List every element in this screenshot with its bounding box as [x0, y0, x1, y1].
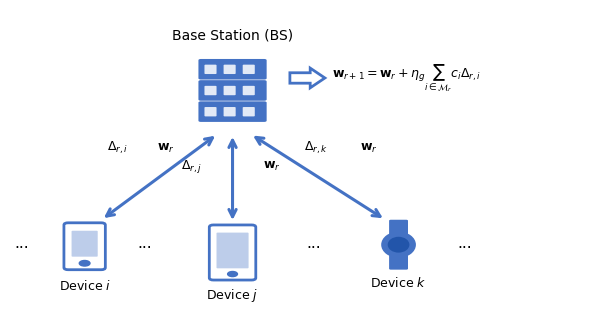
- Text: ...: ...: [458, 236, 472, 251]
- FancyBboxPatch shape: [198, 59, 267, 80]
- Circle shape: [79, 260, 90, 266]
- FancyBboxPatch shape: [243, 86, 255, 95]
- FancyBboxPatch shape: [205, 86, 217, 95]
- FancyBboxPatch shape: [243, 107, 255, 116]
- Text: $\mathbf{w}_{r+1} = \mathbf{w}_r + \eta_g \sum_{i \in \mathcal{M}_r} c_i\Delta_{: $\mathbf{w}_{r+1} = \mathbf{w}_r + \eta_…: [332, 62, 482, 94]
- Text: ...: ...: [14, 236, 28, 251]
- FancyArrowPatch shape: [107, 138, 213, 216]
- Text: $\Delta_{r,i}$: $\Delta_{r,i}$: [107, 140, 128, 156]
- Text: $\Delta_{r,k}$: $\Delta_{r,k}$: [304, 140, 328, 156]
- FancyBboxPatch shape: [389, 254, 408, 270]
- FancyBboxPatch shape: [205, 107, 217, 116]
- Text: $\mathbf{w}_r$: $\mathbf{w}_r$: [360, 142, 377, 155]
- FancyBboxPatch shape: [209, 225, 256, 280]
- FancyBboxPatch shape: [205, 65, 217, 74]
- Text: Device $k$: Device $k$: [370, 276, 427, 290]
- FancyArrowPatch shape: [256, 137, 380, 217]
- Text: $\mathbf{w}_r$: $\mathbf{w}_r$: [263, 160, 280, 173]
- Ellipse shape: [387, 237, 410, 252]
- Polygon shape: [290, 68, 325, 88]
- FancyBboxPatch shape: [224, 107, 236, 116]
- FancyBboxPatch shape: [224, 65, 236, 74]
- Text: ...: ...: [138, 236, 152, 251]
- Text: ...: ...: [307, 236, 322, 251]
- Circle shape: [228, 272, 237, 277]
- Text: Base Station (BS): Base Station (BS): [172, 28, 293, 42]
- FancyBboxPatch shape: [224, 86, 236, 95]
- FancyArrowPatch shape: [229, 140, 236, 217]
- Text: $\Delta_{r,j}$: $\Delta_{r,j}$: [181, 158, 203, 175]
- Text: Device $j$: Device $j$: [206, 287, 259, 304]
- Ellipse shape: [383, 233, 415, 256]
- FancyBboxPatch shape: [243, 65, 255, 74]
- FancyBboxPatch shape: [71, 231, 98, 257]
- Text: Device $i$: Device $i$: [59, 279, 111, 293]
- FancyBboxPatch shape: [216, 232, 249, 268]
- Text: $\mathbf{w}_r$: $\mathbf{w}_r$: [157, 142, 175, 155]
- FancyBboxPatch shape: [64, 223, 105, 270]
- FancyBboxPatch shape: [389, 220, 408, 235]
- FancyBboxPatch shape: [198, 80, 267, 101]
- FancyBboxPatch shape: [198, 101, 267, 122]
